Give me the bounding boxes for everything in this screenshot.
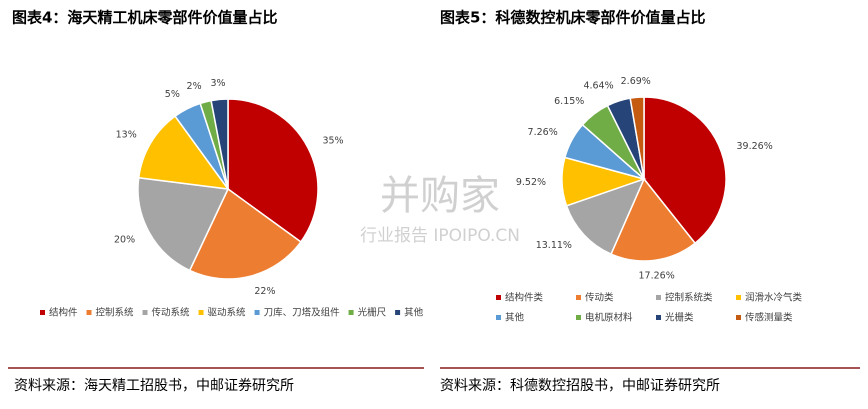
legend-label: 润滑水冷气类 <box>745 292 803 304</box>
data-label: 9.52% <box>516 177 546 188</box>
data-label: 4.64% <box>583 80 613 91</box>
data-label: 22% <box>254 286 275 297</box>
legend-swatch <box>198 310 204 315</box>
pie-slice <box>565 177 646 256</box>
data-label: 20% <box>114 235 135 246</box>
legend-swatch <box>142 310 148 315</box>
data-label: 13% <box>116 130 137 141</box>
legend-swatch <box>576 315 581 320</box>
legend-swatch <box>254 310 260 315</box>
legend-swatch <box>496 295 501 300</box>
chart-title: 图表4：海天精工机床零部件价值量占比 <box>12 9 277 27</box>
legend-swatch <box>496 315 501 320</box>
chart-title: 图表5：科德数控机床零部件价值量占比 <box>440 9 705 27</box>
legend-label: 传动类 <box>585 292 614 304</box>
legend-swatch <box>736 295 741 300</box>
source-note: 资料来源：科德数控招股书，中邮证券研究所 <box>440 378 720 394</box>
watermark: 行业报告 IPOIPO.CN <box>360 226 520 246</box>
data-label: 7.26% <box>528 127 558 138</box>
data-label: 2.69% <box>621 76 651 87</box>
legend-swatch <box>395 310 401 315</box>
pie-slice <box>227 98 319 243</box>
legend-swatch <box>656 295 661 300</box>
data-label: 2% <box>187 81 202 92</box>
data-label: 5% <box>165 89 180 100</box>
data-label: 6.15% <box>554 96 584 107</box>
legend-label: 电机原材料 <box>585 312 633 324</box>
legend-swatch <box>656 315 661 320</box>
pie-slice <box>137 115 230 190</box>
legend-label: 其他 <box>404 307 424 319</box>
legend-label: 驱动系统 <box>208 307 247 319</box>
watermark: 并购家 <box>380 173 500 219</box>
legend-label: 控制系统类 <box>665 292 713 304</box>
pie-slice <box>629 96 645 180</box>
legend-label: 结构件类 <box>505 292 544 304</box>
data-label: 17.26% <box>639 271 675 282</box>
pie-slice <box>137 176 230 272</box>
legend-label: 传感测量类 <box>745 312 793 324</box>
legend-label: 其他 <box>505 312 525 324</box>
data-label: 39.26% <box>737 141 773 152</box>
legend-label: 刀库、刀塔及组件 <box>264 307 341 319</box>
legend-swatch <box>40 310 45 315</box>
legend-swatch <box>576 295 581 300</box>
legend-swatch <box>86 310 92 315</box>
legend-label: 结构件 <box>49 307 78 319</box>
pie-slice <box>210 98 229 190</box>
pie-slice <box>643 96 727 245</box>
legend-swatch <box>736 315 741 320</box>
pie-slice <box>610 177 697 262</box>
data-label: 13.11% <box>536 240 572 251</box>
legend-label: 光栅类 <box>665 312 694 324</box>
legend-label: 传动系统 <box>152 307 191 319</box>
legend-label: 光栅尺 <box>358 307 387 319</box>
data-label: 35% <box>322 135 343 146</box>
source-note: 资料来源：海天精工招股书，中邮证券研究所 <box>14 378 294 394</box>
data-label: 3% <box>210 78 225 89</box>
legend-label: 控制系统 <box>96 307 135 319</box>
legend-swatch <box>348 310 354 315</box>
